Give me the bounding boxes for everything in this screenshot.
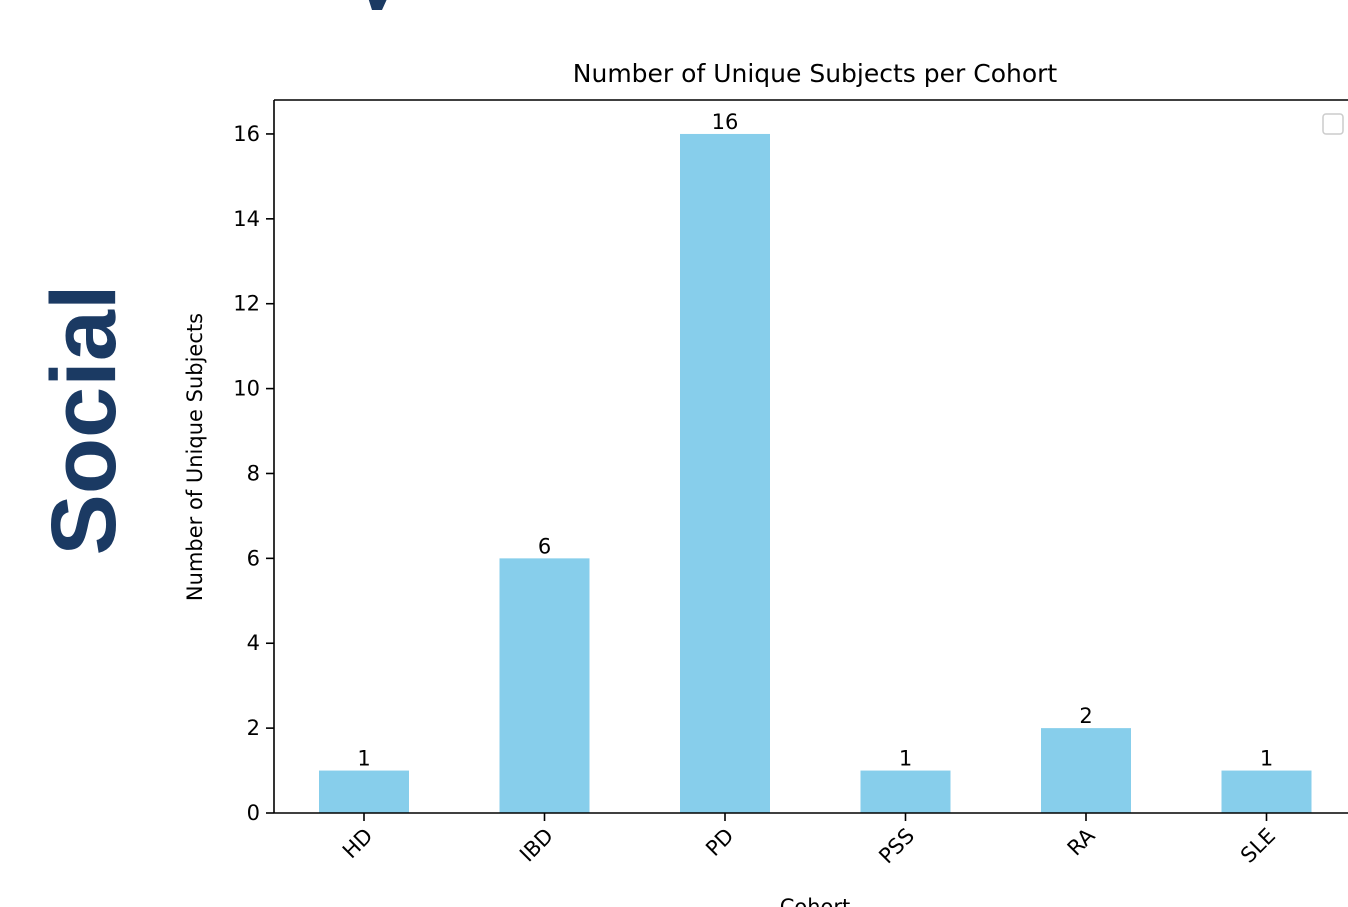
y-tick-label: 6	[247, 546, 260, 570]
bar-sle	[1221, 770, 1312, 813]
bar-value-label: 1	[899, 747, 912, 771]
y-axis-label: Number of Unique Subjects	[183, 313, 207, 601]
y-tick-label: 10	[233, 377, 260, 401]
y-tick-label: 0	[247, 801, 260, 825]
bar-ra	[1041, 728, 1131, 813]
y-ticks-group: 0 2 4 6 8 10 12 14 16	[233, 122, 274, 825]
bar-ibd	[499, 558, 590, 813]
bar-value-label: 1	[1260, 747, 1273, 771]
y-tick-label: 8	[247, 461, 260, 485]
legend-box	[1322, 113, 1344, 135]
bar-value-label: 6	[538, 534, 551, 558]
bar-value-label: 16	[712, 110, 739, 134]
x-axis-label: Cohort	[780, 895, 851, 907]
y-tick-label: 12	[233, 292, 260, 316]
x-tick-label: RA	[1063, 823, 1100, 860]
x-tick-label: IBD	[515, 824, 558, 867]
bar-value-label: 1	[357, 747, 370, 771]
y-tick-label: 2	[247, 716, 260, 740]
y-tick-label: 14	[233, 207, 260, 231]
x-ticks-group: HD IBD PD PSS RA SLE	[338, 813, 1280, 868]
bar-value-label: 2	[1079, 704, 1092, 728]
bar-pd	[680, 133, 770, 813]
x-tick-label: HD	[338, 824, 378, 864]
y-tick-label: 4	[247, 631, 260, 655]
bar-pss	[860, 770, 951, 813]
x-tick-label: PSS	[874, 824, 919, 869]
clipped-heading-fragment	[368, 0, 387, 10]
bars-group	[319, 133, 1312, 813]
x-tick-label: SLE	[1236, 824, 1280, 868]
chart-title: Number of Unique Subjects per Cohort	[573, 59, 1058, 88]
x-tick-label: PD	[701, 824, 738, 861]
bar-hd	[319, 770, 409, 813]
y-tick-label: 16	[233, 122, 260, 146]
